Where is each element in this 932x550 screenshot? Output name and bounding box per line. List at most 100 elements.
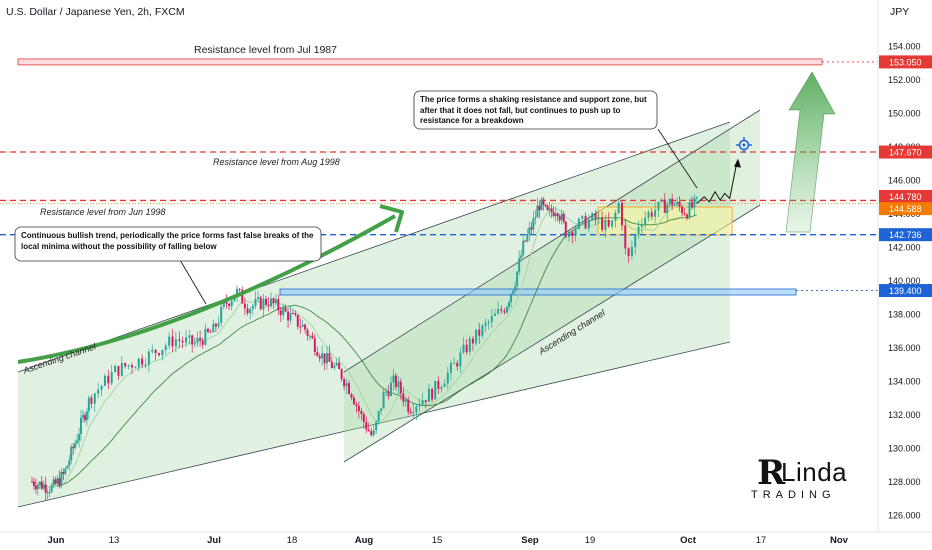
candle-body [355,404,358,406]
candle-body [392,375,395,383]
candle-body [134,367,137,369]
candle-body [538,205,541,211]
price-tag-support139 [879,284,932,298]
candle-body [548,208,551,211]
candle-body [367,429,370,432]
candle-body [554,213,557,217]
price-tick-label: 134.000 [888,377,921,387]
note-trend-text: Continuous bullish trend, periodically t… [21,231,314,251]
candle-body [644,217,647,225]
price-tag-label-aug1998: 147.670 [889,148,922,158]
level-zone-jul1987 [17,58,823,66]
price-axis[interactable]: 126.000 128.000 130.000 132.000 134.000 136.0… [888,42,921,521]
candle-body [225,301,228,304]
price-tick-label: 138.000 [888,310,921,320]
channel-2-lower [343,204,761,463]
candle-body [449,363,452,373]
candle-body [209,331,212,333]
candle-body [174,339,177,347]
price-tag-current [879,202,932,216]
candle-body [40,481,43,489]
candle-body [306,329,309,336]
candle-body [624,225,627,249]
candle-body [516,271,519,287]
bullish-trend-arrowhead [379,204,404,233]
candle-body [154,349,157,354]
candle-body [31,481,33,483]
candle-body [168,336,171,346]
candle-body [690,202,693,208]
candle-body [328,353,331,362]
candle-body [196,337,199,343]
candle-body [193,342,196,345]
candle-body [72,446,75,449]
candle-body [587,219,590,229]
time-axis[interactable]: Jun 13 Jul 18 Aug 15 Sep 19 Oct 17 Nov [48,535,849,546]
candle-body [493,313,496,316]
candle-body [409,411,412,413]
candle-body [114,365,117,373]
candle-body [640,224,643,227]
candle-body [217,322,220,327]
candle-body [443,383,446,387]
candle-body [158,353,160,356]
candle-body [465,344,468,353]
candle-body [296,314,299,327]
price-tag-jun1998 [879,189,932,203]
candle-body [93,393,96,404]
candle-body [591,213,594,220]
candle-body [372,430,375,436]
candle-body [58,478,61,487]
candle-body [688,202,691,219]
candle-body [673,204,676,206]
candle-body [171,336,174,347]
candle-body [558,216,561,221]
candle-body [530,227,533,230]
candle-body [340,369,343,380]
price-tag-label-support142: 142.736 [889,230,922,240]
candle-body [97,389,100,394]
candle-body [85,411,88,421]
time-tick-label: 18 [287,535,298,546]
candle-body [362,413,365,422]
candle-body [650,212,653,217]
candle-body [151,349,154,352]
candle-body [348,383,351,394]
candle-body [399,381,402,394]
candle-body [695,197,698,199]
price-tick-label: 136.000 [888,343,921,353]
candle-body [214,323,217,327]
logo-wordmark: Linda [781,457,848,487]
candle-body [127,365,130,367]
candle-body [144,364,147,366]
time-tick-label: Jun [48,535,65,546]
candle-body [289,313,292,321]
candle-body [412,412,415,414]
price-tick-label: 142.000 [888,243,921,253]
candle-body [424,400,427,403]
candle-body [32,481,35,487]
currency-label: JPY [890,6,910,18]
candle-body [241,289,244,304]
candle-body [584,215,587,229]
candle-body [299,326,302,328]
time-tick-label: Jul [207,535,221,546]
candle-body [191,335,194,345]
candle-body [36,484,39,490]
candle-body [270,298,273,307]
candle-body [228,303,231,307]
candle-body [634,234,637,248]
candle-body [74,443,77,449]
symbol-title: U.S. Dollar / Japanese Yen, 2h, FXCM [6,6,185,18]
time-tick-label: Oct [680,535,697,546]
candle-body [34,486,37,490]
note-trend-box [14,226,322,262]
candle-body [437,380,440,389]
candle-body [161,349,164,356]
moving-average-fast [31,204,697,489]
time-tick-label: Aug [355,535,374,546]
time-tick-label: 17 [756,535,767,546]
candle-body [181,340,184,343]
price-tick-label: 146.000 [888,176,921,186]
